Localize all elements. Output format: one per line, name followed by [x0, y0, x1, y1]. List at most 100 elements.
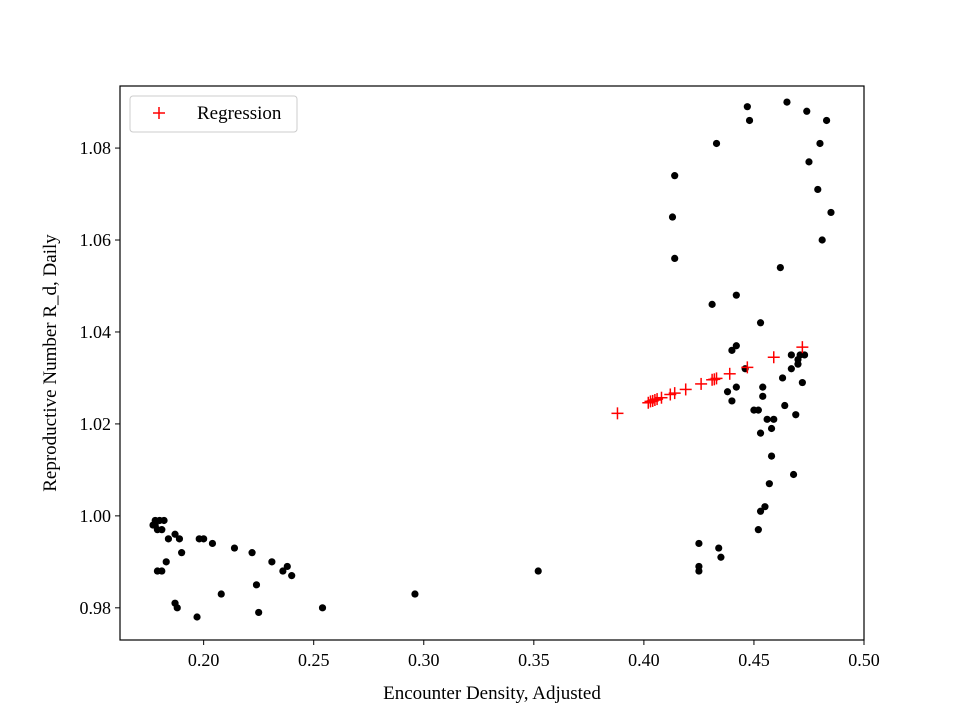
data-point-observed	[756, 429, 765, 437]
data-point-observed	[728, 346, 736, 354]
data-point-observed	[175, 535, 184, 543]
x-tick-label: 0.40	[628, 650, 660, 670]
data-point-observed	[160, 516, 168, 525]
data-point-regression	[767, 351, 780, 364]
data-point-observed	[668, 213, 677, 221]
data-point-observed	[158, 567, 166, 575]
data-point-observed	[162, 558, 170, 566]
x-tick-label: 0.45	[738, 650, 770, 670]
data-point-observed	[288, 572, 296, 580]
y-tick-label: 1.06	[80, 230, 112, 250]
data-point-regression	[695, 377, 708, 390]
data-point-observed	[756, 507, 765, 515]
data-point-observed	[671, 172, 679, 180]
data-point-regression	[648, 394, 661, 407]
x-tick-label: 0.25	[298, 650, 330, 670]
data-point-observed	[754, 526, 762, 534]
data-point-observed	[268, 558, 276, 566]
data-point-observed	[248, 549, 256, 557]
data-point-observed	[283, 562, 291, 571]
data-point-observed	[671, 254, 679, 263]
data-point-observed	[767, 452, 776, 460]
data-point-observed	[754, 406, 762, 414]
data-point-observed	[759, 392, 767, 400]
data-point-observed	[717, 553, 725, 561]
data-point-observed	[411, 590, 419, 598]
data-point-observed	[728, 397, 736, 405]
axis-ticks: 0.20 0.25 0.30 0.35 0.40 0.45 0.50 0.98 1.00 1.02…	[80, 138, 880, 670]
y-tick-label: 1.04	[80, 322, 112, 342]
data-point-observed	[158, 526, 166, 534]
data-point-regression	[723, 367, 736, 380]
data-point-observed	[534, 567, 542, 575]
data-point-observed	[252, 581, 261, 589]
x-axis-label: Encounter Density, Adjusted	[383, 683, 601, 704]
y-tick-label: 1.08	[80, 138, 112, 158]
data-point-observed	[695, 567, 703, 575]
data-point-observed	[732, 291, 740, 299]
data-point-observed	[708, 300, 716, 308]
data-point-observed	[781, 401, 789, 410]
data-points	[149, 98, 835, 621]
data-point-observed	[178, 549, 186, 557]
data-point-observed	[712, 139, 721, 148]
data-point-observed	[255, 608, 263, 617]
data-point-regression	[708, 373, 721, 386]
data-point-observed	[792, 411, 800, 419]
data-point-observed	[822, 116, 831, 125]
data-point-observed	[217, 590, 225, 598]
data-point-observed	[171, 530, 179, 538]
data-point-observed	[818, 236, 826, 244]
data-point-observed	[787, 365, 795, 373]
y-tick-label: 1.02	[80, 414, 112, 434]
data-point-observed	[151, 521, 159, 529]
data-point-observed	[803, 107, 811, 115]
data-point-observed	[776, 264, 784, 272]
data-point-regression	[611, 407, 624, 420]
data-point-regression	[679, 383, 692, 396]
data-point-observed	[200, 535, 208, 543]
data-point-observed	[756, 319, 765, 327]
data-point-observed	[798, 378, 806, 387]
data-point-observed	[789, 470, 798, 479]
data-point-observed	[164, 535, 173, 543]
plot-frame	[119, 85, 865, 641]
data-point-observed	[778, 374, 787, 382]
data-point-observed	[732, 383, 740, 391]
y-axis-label: Reproductive Number R_d, Daily	[40, 234, 61, 492]
data-point-observed	[279, 567, 287, 575]
legend: Regression	[129, 95, 298, 133]
data-point-observed	[193, 613, 201, 621]
y-tick-label: 0.98	[80, 598, 112, 618]
plot-area	[120, 86, 864, 640]
y-tick-label: 1.00	[80, 506, 112, 526]
data-point-observed	[770, 415, 778, 423]
data-point-observed	[787, 351, 795, 359]
data-point-observed	[173, 604, 181, 612]
x-tick-label: 0.20	[188, 650, 220, 670]
data-point-observed	[743, 103, 751, 111]
data-point-observed	[695, 539, 703, 548]
data-point-observed	[805, 158, 813, 166]
data-point-observed	[816, 139, 824, 148]
data-point-observed	[715, 544, 723, 552]
data-point-regression	[668, 387, 681, 400]
data-point-observed	[765, 480, 773, 488]
legend-label-regression: Regression	[197, 103, 282, 124]
data-point-observed	[759, 383, 767, 391]
data-point-observed	[763, 415, 771, 423]
data-point-observed	[230, 544, 239, 552]
data-point-observed	[732, 342, 740, 350]
data-point-regression	[710, 372, 723, 385]
data-point-observed	[827, 208, 835, 217]
data-point-observed	[761, 503, 769, 511]
data-point-observed	[318, 604, 327, 612]
data-point-observed	[814, 185, 822, 194]
data-point-regression	[655, 391, 668, 404]
legend-box	[129, 95, 298, 133]
data-point-observed	[783, 98, 791, 106]
data-point-observed	[745, 116, 754, 125]
x-tick-label: 0.30	[408, 650, 440, 670]
data-point-regression	[741, 361, 754, 374]
